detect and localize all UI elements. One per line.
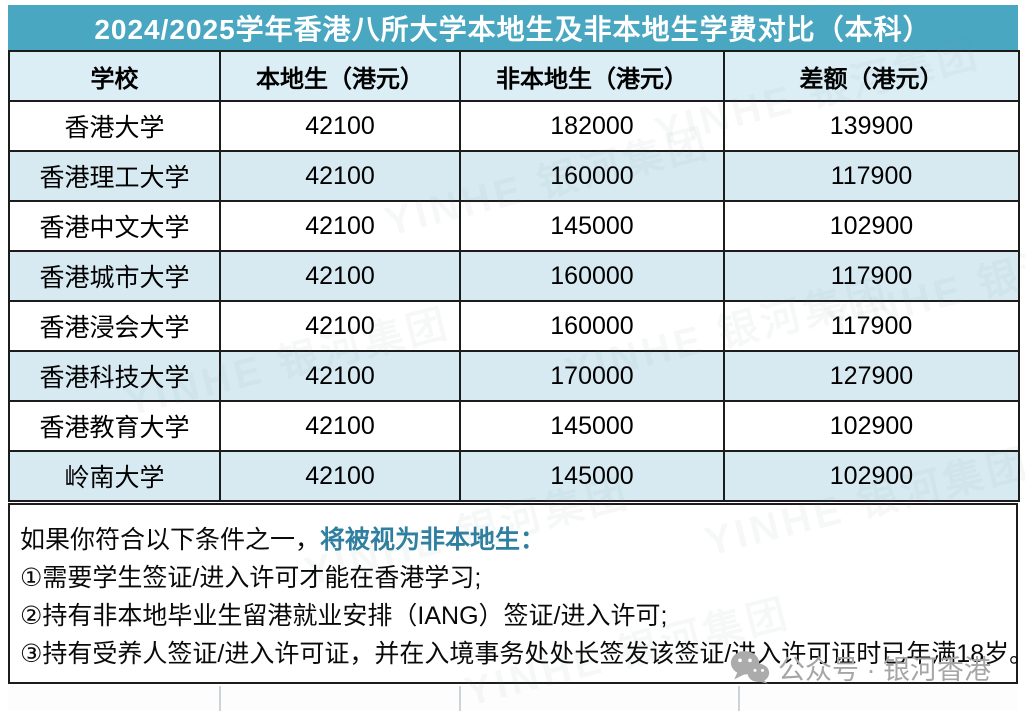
header-school: 学校 xyxy=(8,50,221,102)
wechat-label: 公众号 · 银河香港 xyxy=(778,654,991,685)
nonlocal-fee-cell: 160000 xyxy=(459,300,725,352)
local-fee-cell: 42100 xyxy=(219,100,461,152)
school-cell: 香港教育大学 xyxy=(8,400,221,452)
table-header-row: 学校 本地生（港元） 非本地生（港元） 差额（港元） xyxy=(8,50,1020,102)
header-diff: 差额（港元） xyxy=(723,50,1020,102)
fee-diff-cell: 102900 xyxy=(723,400,1020,452)
cutoff-table-row xyxy=(8,686,1018,711)
local-fee-cell: 42100 xyxy=(219,200,461,252)
non-local-criteria-box: 如果你符合以下条件之一，将被视为非本地生： ①需要学生签证/进入许可才能在香港学… xyxy=(8,503,1025,684)
local-fee-cell: 42100 xyxy=(219,250,461,302)
school-cell: 香港浸会大学 xyxy=(8,300,221,352)
fee-diff-cell: 117900 xyxy=(723,250,1020,302)
fee-diff-cell: 139900 xyxy=(723,100,1020,152)
table-row: 香港教育大学 42100 145000 102900 xyxy=(8,400,1020,452)
nonlocal-fee-cell: 145000 xyxy=(459,200,725,252)
school-cell: 香港城市大学 xyxy=(8,250,221,302)
school-cell: 香港中文大学 xyxy=(8,200,221,252)
table-row: 香港浸会大学 42100 160000 117900 xyxy=(8,300,1020,352)
fee-diff-cell: 117900 xyxy=(723,150,1020,202)
table-row: 香港理工大学 42100 160000 117900 xyxy=(8,150,1020,202)
nonlocal-fee-cell: 145000 xyxy=(459,450,725,502)
fee-diff-cell: 117900 xyxy=(723,300,1020,352)
header-local: 本地生（港元） xyxy=(219,50,461,102)
nonlocal-fee-cell: 182000 xyxy=(459,100,725,152)
criteria-item-3: ③持有受养人签证/进入许可证，并在入境事务处处长签发该签证/进入许可证时已年满1… xyxy=(20,640,1025,668)
table-row: 香港科技大学 42100 170000 127900 xyxy=(8,350,1020,402)
nonlocal-fee-cell: 145000 xyxy=(459,400,725,452)
fee-diff-cell: 127900 xyxy=(723,350,1020,402)
page-title: 2024/2025学年香港八所大学本地生及非本地生学费对比（本科） xyxy=(8,5,1018,50)
header-nonlocal: 非本地生（港元） xyxy=(459,50,725,102)
local-fee-cell: 42100 xyxy=(219,350,461,402)
table-row: 香港中文大学 42100 145000 102900 xyxy=(8,200,1020,252)
nonlocal-fee-cell: 160000 xyxy=(459,150,725,202)
wechat-icon xyxy=(730,651,770,684)
fee-diff-cell: 102900 xyxy=(723,200,1020,252)
cutoff-column-divider xyxy=(738,686,740,711)
cutoff-column-divider xyxy=(219,686,221,711)
local-fee-cell: 42100 xyxy=(219,450,461,502)
criteria-intro-plain: 如果你符合以下条件之一， xyxy=(20,526,321,554)
criteria-intro-highlight: 将被视为非本地生： xyxy=(320,526,546,554)
fees-table: 学校 本地生（港元） 非本地生（港元） 差额（港元） 香港大学 42100 18… xyxy=(8,50,1020,502)
fee-diff-cell: 102900 xyxy=(723,450,1020,502)
wechat-credit: 公众号 · 银河香港 xyxy=(730,650,991,685)
criteria-item-2: ②持有非本地毕业生留港就业安排（IANG）签证/进入许可; xyxy=(20,602,668,630)
local-fee-cell: 42100 xyxy=(219,300,461,352)
school-cell: 香港科技大学 xyxy=(8,350,221,402)
nonlocal-fee-cell: 160000 xyxy=(459,250,725,302)
criteria-intro: 如果你符合以下条件之一，将被视为非本地生： xyxy=(20,521,1006,559)
nonlocal-fee-cell: 170000 xyxy=(459,350,725,402)
local-fee-cell: 42100 xyxy=(219,150,461,202)
table-row: 香港大学 42100 182000 139900 xyxy=(8,100,1020,152)
local-fee-cell: 42100 xyxy=(219,400,461,452)
school-cell: 岭南大学 xyxy=(8,450,221,502)
table-row: 香港城市大学 42100 160000 117900 xyxy=(8,250,1020,302)
school-cell: 香港理工大学 xyxy=(8,150,221,202)
cutoff-column-divider xyxy=(459,686,461,711)
table-row: 岭南大学 42100 145000 102900 xyxy=(8,450,1020,502)
criteria-item-1: ①需要学生签证/进入许可才能在香港学习; xyxy=(20,564,482,592)
school-cell: 香港大学 xyxy=(8,100,221,152)
